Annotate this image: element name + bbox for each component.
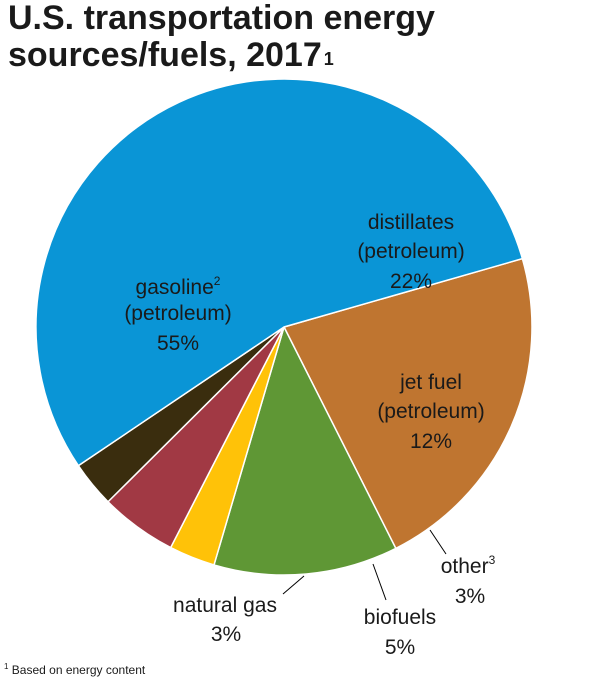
label-distillates-percent: 22% (390, 270, 432, 293)
footnote: 1 Based on energy content (4, 662, 145, 677)
pie-slices (35, 78, 533, 576)
slice-jet-fuel (213, 324, 397, 576)
label-other-footnote-mark: 3 (489, 553, 496, 567)
label-biofuels-name: biofuels (364, 606, 436, 629)
label-natural-gas-percent: 3% (211, 623, 241, 646)
slice-labels: gasoline2 (petroleum) 55% distillates (p… (124, 211, 495, 659)
label-distillates-type: (petroleum) (357, 240, 464, 263)
label-other: other3 (441, 553, 496, 578)
slice-gasoline (35, 78, 524, 467)
leader-line-other (429, 529, 447, 555)
label-gasoline-footnote-mark: 2 (214, 274, 221, 288)
chart-title: U.S. transportation energy sources/fuels… (8, 0, 435, 74)
leader-line-biofuels (372, 563, 387, 601)
title-line-2: sources/fuels, 2017 (8, 36, 322, 74)
title-line-1: U.S. transportation energy (8, 0, 435, 37)
footnote-text: Based on energy content (11, 663, 146, 677)
label-gasoline-name: gasoline (136, 276, 214, 299)
label-jet-fuel-type: (petroleum) (377, 400, 484, 423)
label-biofuels-percent: 5% (385, 636, 415, 659)
leader-line-natural-gas (282, 575, 305, 595)
label-natural-gas-name: natural gas (173, 594, 277, 617)
label-jet-fuel-name: jet fuel (399, 371, 462, 394)
label-other-percent: 3% (455, 585, 485, 608)
slice-distillates (282, 257, 533, 550)
label-gasoline-type: (petroleum) (124, 302, 231, 325)
footnote-mark: 1 (4, 662, 9, 671)
label-jet-fuel-percent: 12% (410, 430, 452, 453)
label-distillates-name: distillates (368, 211, 454, 234)
label-gasoline: gasoline2 (136, 274, 221, 299)
title-footnote-mark: 1 (323, 49, 334, 69)
label-other-name: other (441, 555, 489, 578)
label-gasoline-percent: 55% (157, 332, 199, 355)
leader-lines (282, 529, 447, 601)
